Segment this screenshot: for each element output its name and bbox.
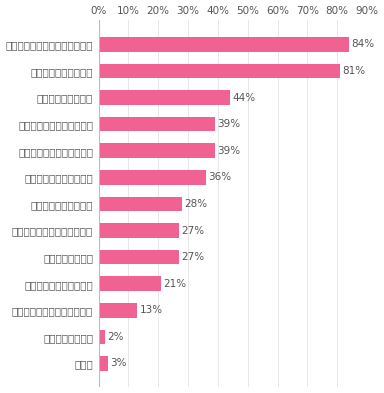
Text: 2%: 2% xyxy=(107,332,124,342)
Bar xyxy=(99,143,215,158)
Bar xyxy=(99,170,206,185)
Text: 44%: 44% xyxy=(232,93,255,103)
Text: 36%: 36% xyxy=(209,173,232,182)
Bar xyxy=(99,276,161,291)
Text: 27%: 27% xyxy=(182,252,205,262)
Bar xyxy=(99,330,104,344)
Text: 28%: 28% xyxy=(184,199,208,209)
Bar xyxy=(99,303,137,318)
Bar xyxy=(99,223,179,238)
Bar xyxy=(99,356,108,371)
Text: 39%: 39% xyxy=(217,119,240,129)
Text: 13%: 13% xyxy=(140,305,163,315)
Text: 39%: 39% xyxy=(217,146,240,156)
Bar xyxy=(99,196,182,211)
Text: 81%: 81% xyxy=(343,66,366,76)
Bar xyxy=(99,117,215,132)
Text: 21%: 21% xyxy=(164,279,187,289)
Bar xyxy=(99,64,340,78)
Text: 27%: 27% xyxy=(182,226,205,235)
Text: 84%: 84% xyxy=(351,39,374,50)
Bar xyxy=(99,250,179,264)
Bar xyxy=(99,90,230,105)
Bar xyxy=(99,37,349,52)
Text: 3%: 3% xyxy=(110,358,126,369)
